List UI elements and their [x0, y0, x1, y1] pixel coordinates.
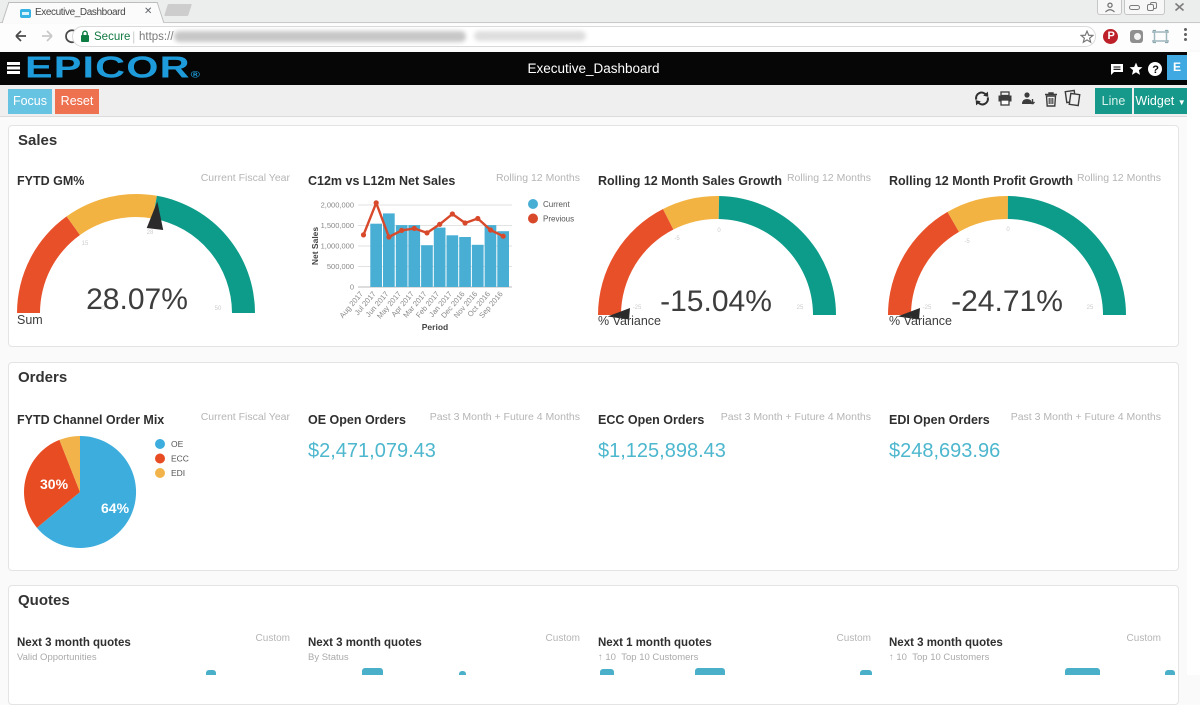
- svg-text:30%: 30%: [40, 476, 69, 492]
- svg-text:-5: -5: [674, 236, 680, 242]
- svg-text:-25: -25: [633, 305, 642, 311]
- svg-text:OE: OE: [171, 439, 184, 449]
- svg-text:-15.04%: -15.04%: [660, 285, 772, 318]
- svg-text:64%: 64%: [101, 500, 130, 516]
- svg-text:0: 0: [101, 306, 105, 312]
- svg-text:% Variance: % Variance: [598, 314, 661, 328]
- svg-text:15: 15: [82, 241, 89, 247]
- svg-text:0: 0: [350, 283, 354, 292]
- svg-text:500,000: 500,000: [327, 262, 354, 271]
- svg-text:25: 25: [797, 305, 804, 311]
- svg-text:EDI: EDI: [171, 468, 185, 478]
- svg-text:% Variance: % Variance: [889, 314, 952, 328]
- svg-text:-5: -5: [964, 239, 970, 245]
- svg-text:25: 25: [1087, 305, 1094, 311]
- svg-text:28.07%: 28.07%: [86, 283, 188, 316]
- svg-text:Sum: Sum: [17, 313, 43, 327]
- svg-text:50: 50: [215, 306, 222, 312]
- svg-text:1,000,000: 1,000,000: [321, 242, 354, 251]
- svg-text:Previous: Previous: [543, 215, 574, 224]
- svg-text:Net Sales: Net Sales: [310, 227, 320, 266]
- svg-text:0: 0: [1006, 227, 1010, 233]
- svg-text:1,500,000: 1,500,000: [321, 221, 354, 230]
- svg-text:-25: -25: [923, 305, 932, 311]
- svg-text:Current: Current: [543, 200, 570, 209]
- svg-text:2,000,000: 2,000,000: [321, 201, 354, 210]
- svg-text:-24.71%: -24.71%: [951, 285, 1063, 318]
- svg-text:28: 28: [147, 230, 154, 236]
- svg-text:ECC: ECC: [171, 454, 189, 464]
- svg-text:0: 0: [717, 228, 721, 234]
- svg-text:Period: Period: [422, 322, 448, 332]
